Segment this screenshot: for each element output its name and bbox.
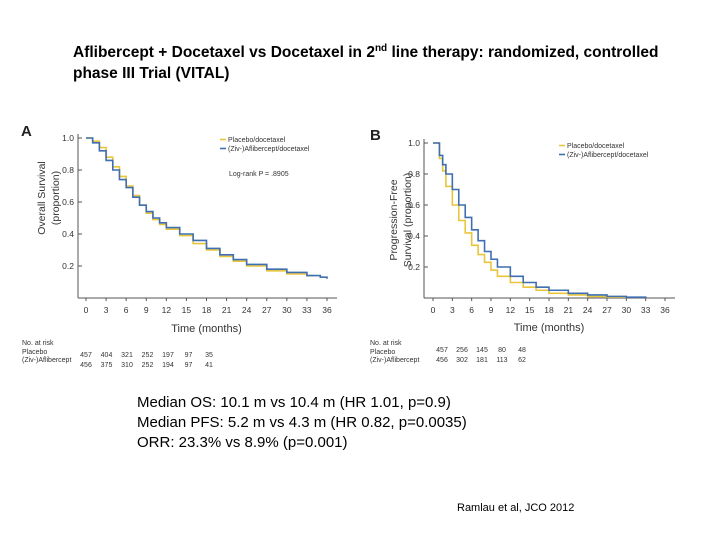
risk-value-b-1-2: 181 bbox=[476, 357, 488, 364]
x-tick-label-a-1: 3 bbox=[104, 305, 109, 315]
x-tick-label-a-3: 9 bbox=[144, 305, 149, 315]
y-tick-label-a-2: 0.6 bbox=[62, 197, 74, 207]
y-tick-label-a-4: 1.0 bbox=[62, 133, 74, 143]
risk-label-b-aflibercept: (Ziv-)Aflibercept bbox=[370, 357, 420, 364]
risk-label-b-placebo: Placebo bbox=[370, 348, 396, 356]
risk-value-b-0-1: 256 bbox=[456, 347, 468, 354]
results-summary: Median OS: 10.1 m vs 10.4 m (HR 1.01, p=… bbox=[137, 393, 467, 453]
risk-header-b: No. at risk bbox=[370, 340, 402, 347]
x-axis-title-b: Time (months) bbox=[514, 322, 585, 334]
km-curve-b-aflibercept bbox=[433, 142, 647, 299]
risk-value-a-0-2: 321 bbox=[121, 352, 133, 359]
legend-label-b-0: Placebo/docetaxel bbox=[567, 143, 625, 150]
y-tick-label-a-3: 0.8 bbox=[62, 165, 74, 175]
risk-label-a-aflibercept: (Ziv-)Aflibercept bbox=[22, 357, 72, 364]
x-tick-label-b-8: 24 bbox=[583, 305, 593, 315]
risk-value-a-1-0: 456 bbox=[80, 362, 92, 369]
risk-table-b: No. at risk Placebo (Ziv-)Aflibercept bbox=[370, 340, 419, 366]
x-tick-label-b-11: 33 bbox=[641, 305, 651, 315]
risk-value-a-1-2: 310 bbox=[121, 362, 133, 369]
km-curve-a-aflibercept bbox=[86, 137, 328, 279]
risk-value-a-1-3: 252 bbox=[142, 362, 154, 369]
x-tick-label-a-5: 15 bbox=[182, 305, 192, 315]
risk-value-b-1-4: 62 bbox=[518, 357, 526, 364]
risk-value-a-1-6: 41 bbox=[205, 362, 213, 369]
median-os-line: Median OS: 10.1 m vs 10.4 m (HR 1.01, p=… bbox=[137, 394, 451, 411]
risk-value-b-1-0: 456 bbox=[436, 357, 448, 364]
y-tick-label-b-4: 1.0 bbox=[408, 138, 420, 148]
y-tick-label-b-2: 0.6 bbox=[408, 200, 420, 210]
x-tick-label-b-1: 3 bbox=[450, 305, 455, 315]
x-tick-label-b-5: 15 bbox=[525, 305, 535, 315]
risk-header-a: No. at risk bbox=[22, 340, 54, 347]
risk-value-a-0-0: 457 bbox=[80, 352, 92, 359]
km-curve-b-placebo bbox=[433, 142, 628, 299]
x-axis-title-a: Time (months) bbox=[171, 323, 242, 335]
risk-value-a-1-1: 375 bbox=[101, 362, 113, 369]
y-axis-title-a-0: Overall Survival bbox=[36, 161, 48, 235]
risk-table-a: No. at risk Placebo (Ziv-)Aflibercept bbox=[22, 340, 71, 366]
risk-value-a-0-5: 97 bbox=[185, 352, 193, 359]
logrank-annotation-a: Log-rank P = .8905 bbox=[229, 171, 289, 178]
x-tick-label-a-2: 6 bbox=[124, 305, 129, 315]
y-axis-title-b-1: Survival (proportion) bbox=[402, 173, 414, 268]
legend-label-b-1: (Ziv-)Aflibercept/docetaxel bbox=[567, 152, 649, 159]
x-tick-label-a-7: 21 bbox=[222, 305, 232, 315]
x-tick-label-b-10: 30 bbox=[622, 305, 632, 315]
x-tick-label-b-0: 0 bbox=[431, 305, 436, 315]
risk-value-b-0-4: 48 bbox=[518, 347, 526, 354]
risk-value-b-0-2: 145 bbox=[476, 347, 488, 354]
x-tick-label-b-12: 36 bbox=[660, 305, 670, 315]
y-tick-label-a-0: 0.2 bbox=[62, 261, 74, 271]
risk-value-b-0-3: 80 bbox=[498, 347, 506, 354]
x-tick-label-a-11: 33 bbox=[302, 305, 312, 315]
y-axis-title-a-1: (proportion) bbox=[50, 171, 62, 225]
km-curve-a-placebo bbox=[86, 137, 314, 277]
x-tick-label-b-7: 21 bbox=[564, 305, 574, 315]
citation: Ramlau et al, JCO 2012 bbox=[457, 502, 575, 514]
x-tick-label-a-8: 24 bbox=[242, 305, 252, 315]
risk-value-a-1-4: 194 bbox=[162, 362, 174, 369]
x-tick-label-a-12: 36 bbox=[322, 305, 332, 315]
risk-value-b-0-0: 457 bbox=[436, 347, 448, 354]
median-pfs-line: Median PFS: 5.2 m vs 4.3 m (HR 0.82, p=0… bbox=[137, 414, 467, 431]
y-tick-label-a-1: 0.4 bbox=[62, 229, 74, 239]
risk-value-a-0-3: 252 bbox=[142, 352, 154, 359]
risk-value-a-1-5: 97 bbox=[185, 362, 193, 369]
x-tick-label-b-3: 9 bbox=[489, 305, 494, 315]
slide-title: Aflibercept + Docetaxel vs Docetaxel in … bbox=[73, 38, 693, 84]
orr-line: ORR: 23.3% vs 8.9% (p=0.001) bbox=[137, 434, 348, 451]
x-tick-label-b-9: 27 bbox=[602, 305, 612, 315]
title-superscript: nd bbox=[374, 43, 388, 54]
x-tick-label-a-6: 18 bbox=[202, 305, 212, 315]
x-tick-label-b-2: 6 bbox=[469, 305, 474, 315]
legend-label-a-0: Placebo/docetaxel bbox=[228, 137, 286, 144]
title-part2: line therapy: randomized, controlled pha… bbox=[73, 44, 659, 83]
x-tick-label-b-6: 18 bbox=[544, 305, 554, 315]
risk-label-a-placebo: Placebo bbox=[22, 348, 48, 356]
panel-a-letter: A bbox=[21, 123, 32, 140]
y-tick-label-b-1: 0.4 bbox=[408, 231, 420, 241]
x-tick-label-a-4: 12 bbox=[162, 305, 172, 315]
y-tick-label-b-3: 0.8 bbox=[408, 169, 420, 179]
x-tick-label-a-9: 27 bbox=[262, 305, 272, 315]
x-tick-label-a-0: 0 bbox=[84, 305, 89, 315]
legend-label-a-1: (Ziv-)Aflibercept/docetaxel bbox=[228, 146, 310, 153]
risk-value-a-0-1: 404 bbox=[101, 352, 113, 359]
risk-value-a-0-6: 35 bbox=[205, 352, 213, 359]
y-tick-label-b-0: 0.2 bbox=[408, 262, 420, 272]
x-tick-label-b-4: 12 bbox=[506, 305, 516, 315]
risk-value-b-1-3: 113 bbox=[496, 357, 507, 364]
risk-value-a-0-4: 197 bbox=[162, 352, 174, 359]
y-axis-title-b-0: Progression-Free bbox=[388, 179, 400, 260]
title-part1: Aflibercept + Docetaxel vs Docetaxel in … bbox=[73, 44, 375, 62]
x-tick-label-a-10: 30 bbox=[282, 305, 292, 315]
risk-value-b-1-1: 302 bbox=[456, 357, 468, 364]
panel-b-letter: B bbox=[370, 127, 381, 144]
